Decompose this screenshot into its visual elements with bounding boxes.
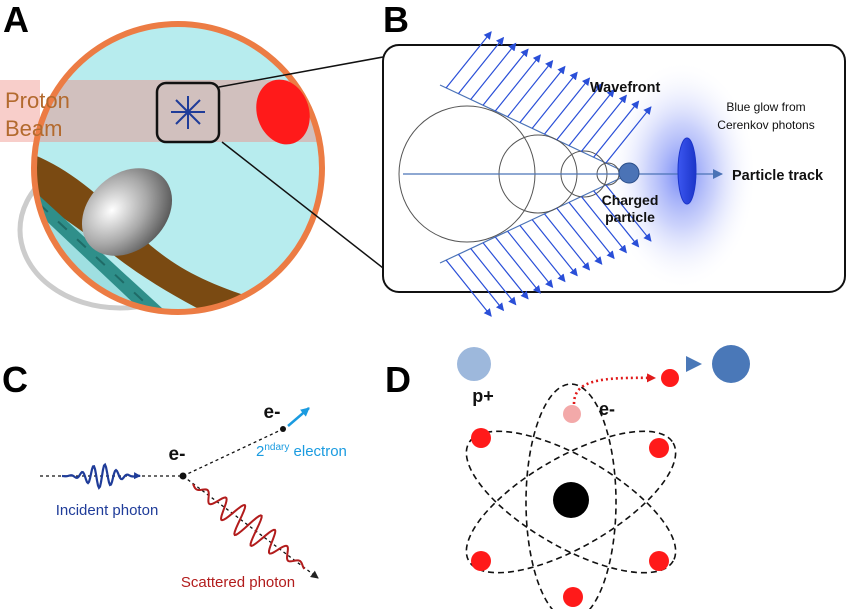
- electron-label-upper: e-: [264, 402, 281, 423]
- electron-3: [471, 551, 491, 571]
- charged-particle: [618, 162, 640, 184]
- electron-2: [649, 438, 669, 458]
- scattered-photon-label: Scattered photon: [181, 574, 295, 591]
- photon-arrow-lower: [494, 236, 541, 294]
- electron-1: [471, 428, 491, 448]
- photon-arrow-lower: [531, 219, 578, 277]
- photon-arrow-lower: [556, 207, 603, 265]
- ejected-electron-origin: [563, 405, 581, 423]
- zoom-connector-bottom: [221, 141, 384, 269]
- photon-arrow-lower: [457, 253, 505, 312]
- photon-arrow-lower: [470, 248, 517, 306]
- photon-arrow-lower: [580, 196, 627, 254]
- particle-track-label: Particle track: [732, 168, 824, 184]
- panel-b-letter: B: [383, 0, 409, 40]
- photon-arrow-lower: [507, 230, 554, 288]
- secondary-base: 2: [256, 443, 264, 460]
- photon-arrow-upper: [531, 71, 578, 129]
- cerenkov-blue-streak: [677, 137, 697, 205]
- photon-arrow-upper: [482, 48, 529, 106]
- panel-c: C e- e- 2ndary electron Incident photon …: [2, 359, 347, 591]
- proton-label: p+: [472, 386, 494, 406]
- electron-4: [649, 551, 669, 571]
- atom-orbits: [465, 383, 677, 609]
- electron-dot-upper: [280, 426, 286, 432]
- electron-label-center: e-: [169, 444, 186, 465]
- scattered-photon-wave: [192, 483, 306, 570]
- secondary-rest: electron: [289, 443, 347, 460]
- proton-beam-label-2: Beam: [5, 116, 62, 141]
- panel-d-letter: D: [385, 359, 411, 400]
- beam-target-ellipse: [256, 79, 310, 145]
- photon-arrow-upper: [519, 65, 566, 123]
- electron-dot-center: [179, 472, 187, 480]
- proton-final: [712, 345, 750, 383]
- atom-nucleus: [553, 482, 589, 518]
- zoom-connector-top: [218, 56, 384, 88]
- photon-arrow-lower: [568, 201, 615, 260]
- glow-label-1: Blue glow from: [726, 100, 805, 114]
- photon-arrow-upper: [543, 77, 591, 135]
- cell-nucleus-ellipsoid: [81, 168, 173, 256]
- atom-electrons: [471, 428, 669, 607]
- orbit-3: [525, 383, 617, 609]
- photon-arrow-lower: [445, 259, 492, 317]
- incident-photon-label: Incident photon: [56, 502, 159, 519]
- secondary-electron-arrow: [287, 407, 310, 427]
- panel-a: Proton Beam A: [0, 0, 384, 315]
- panel-b: B Wavefront Blue glow from Cerenkov phot…: [382, 0, 846, 317]
- electron-5: [563, 587, 583, 607]
- photon-arrow-upper: [580, 94, 627, 152]
- scatter-path: [182, 475, 319, 579]
- orbit-2: [465, 430, 677, 574]
- photon-arrow-upper: [445, 31, 492, 89]
- photon-arrow-upper: [556, 83, 603, 141]
- photon-arrow-lower: [482, 242, 529, 300]
- photon-arrow-upper: [605, 106, 652, 164]
- ejected-electron: [661, 369, 679, 387]
- cerenkov-photon-arrows: [445, 31, 652, 317]
- photon-arrow-upper: [470, 42, 517, 100]
- photon-arrow-upper: [568, 88, 615, 147]
- proton-beam-outside: [0, 80, 40, 142]
- photon-arrow-upper: [593, 100, 640, 158]
- photon-arrow-lower: [543, 213, 591, 271]
- secondary-electron-label: 2ndary electron: [256, 442, 347, 460]
- zoom-box: [155, 81, 221, 144]
- secondary-path: [182, 428, 284, 477]
- proton-beam-label-1: Proton: [5, 88, 70, 113]
- photon-arrow-upper: [494, 54, 541, 112]
- photon-arrow-lower: [519, 225, 566, 283]
- panel-a-letter: A: [3, 0, 29, 40]
- membrane-stripe: [34, 178, 175, 312]
- electron-label-d: e-: [599, 399, 615, 419]
- photon-arrow-lower: [593, 190, 640, 248]
- cell-outline-orange: [31, 21, 325, 315]
- panel-c-letter: C: [2, 359, 28, 400]
- secondary-sup: ndary: [264, 442, 289, 453]
- charged-particle-label-1: Charged: [602, 192, 659, 208]
- ejected-electron-path: [572, 373, 656, 405]
- incident-photon-wave: [61, 462, 141, 490]
- cerenkov-burst-icon: [171, 96, 205, 129]
- glow-label-2: Cerenkov photons: [717, 118, 814, 132]
- wavefront-label: Wavefront: [590, 80, 661, 96]
- charged-particle-label-2: particle: [605, 209, 655, 225]
- photon-arrow-upper: [507, 60, 554, 118]
- panel-d: D p+ e-: [385, 345, 750, 609]
- photon-arrow-lower: [605, 184, 652, 242]
- orbit-1: [465, 430, 677, 574]
- photon-arrow-upper: [457, 36, 505, 95]
- proton-initial: [457, 347, 491, 381]
